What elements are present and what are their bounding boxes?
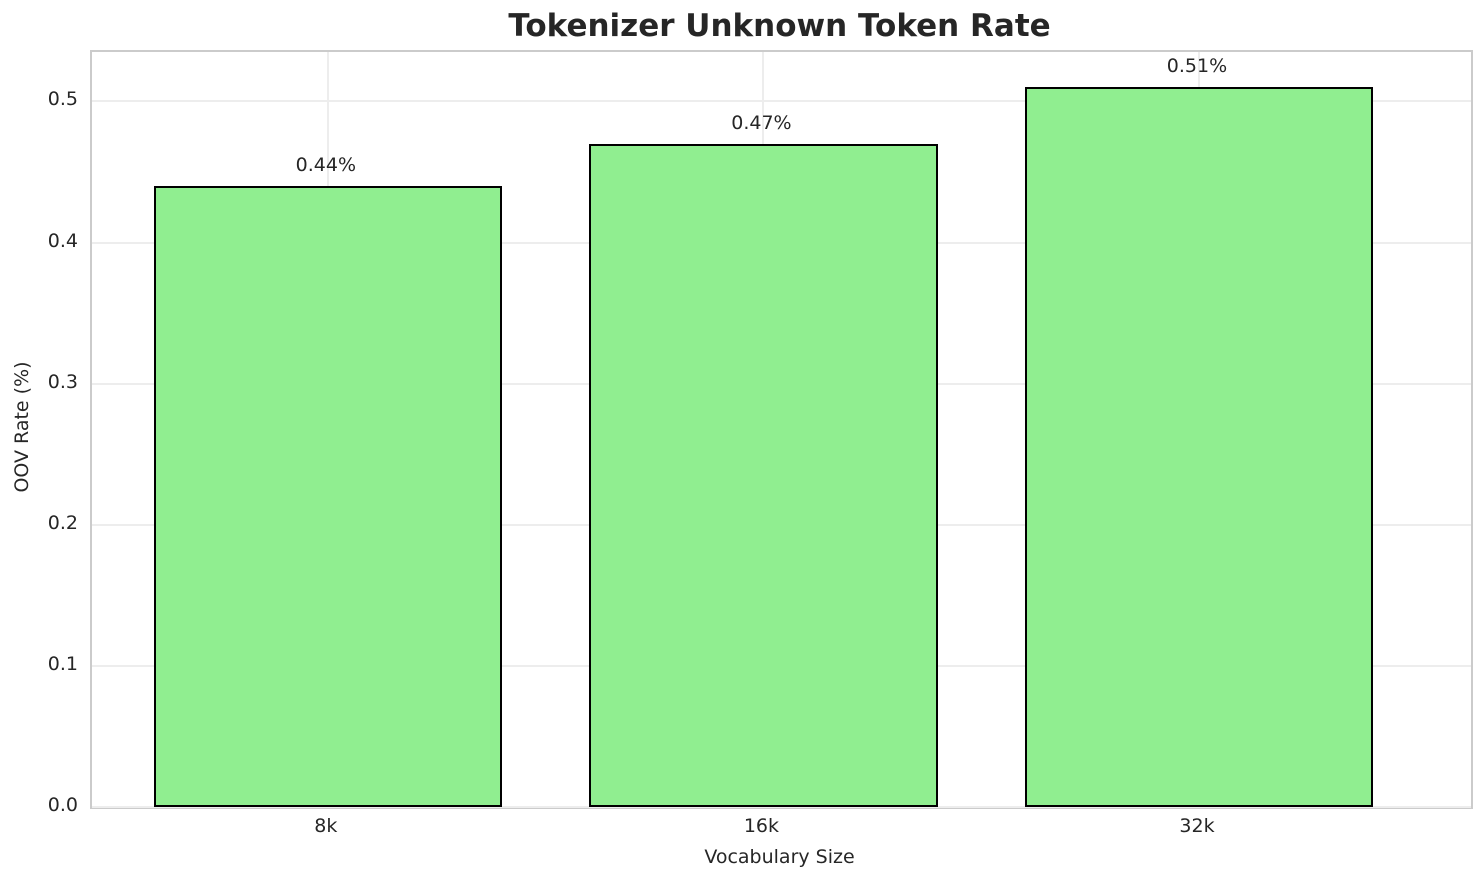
x-axis-label: Vocabulary Size [704,846,855,868]
bar-8k [153,186,503,807]
chart-title: Tokenizer Unknown Token Rate [508,8,1051,44]
bar-value-label-8k: 0.44% [295,154,357,177]
y-tick-label: 0.5 [47,88,78,111]
bar-value-label-32k: 0.51% [1166,55,1228,78]
x-tick-label-16k: 16k [743,815,780,837]
y-tick-label: 0.2 [47,511,78,534]
x-tick-label-8k: 8k [314,815,338,837]
x-tick-label-32k: 32k [1179,815,1215,837]
y-tick-label: 0.1 [47,652,78,675]
y-tick-label: 0.3 [47,370,78,393]
gridline-horizontal [92,100,1471,103]
plot-area [90,50,1473,809]
y-tick-label: 0.0 [47,794,78,816]
gridline-horizontal [92,806,1471,808]
bar-value-label-16k: 0.47% [731,111,792,134]
y-tick-label: 0.4 [47,229,78,252]
bar-32k [1024,87,1374,807]
bar-16k [589,143,938,807]
